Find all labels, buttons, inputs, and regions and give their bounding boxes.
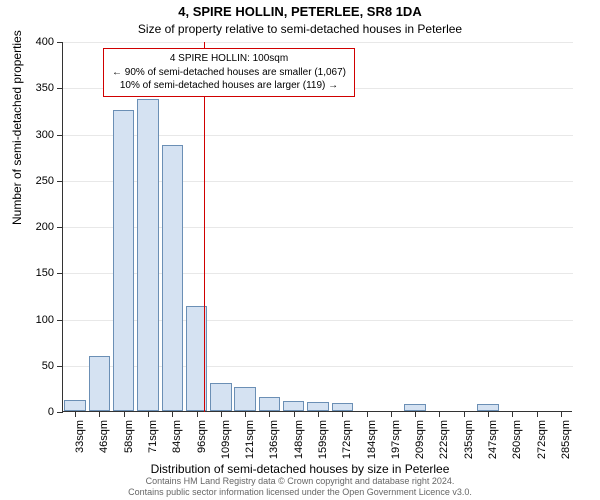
annotation-line-2: ← 90% of semi-detached houses are smalle… xyxy=(112,66,346,80)
x-axis-title: Distribution of semi-detached houses by … xyxy=(0,462,600,476)
y-tick-label: 50 xyxy=(14,360,54,372)
x-tick-label: 58sqm xyxy=(123,420,135,460)
x-tick xyxy=(391,411,392,417)
x-tick-label: 235sqm xyxy=(463,420,475,460)
y-tick-label: 0 xyxy=(14,406,54,418)
y-tick-label: 200 xyxy=(14,221,54,233)
x-tick xyxy=(294,411,295,417)
plot-area: 4 SPIRE HOLLIN: 100sqm ← 90% of semi-det… xyxy=(62,42,572,412)
x-tick xyxy=(172,411,173,417)
histogram-bar xyxy=(64,400,85,411)
y-tick-label: 100 xyxy=(14,314,54,326)
x-tick-label: 184sqm xyxy=(366,420,378,460)
histogram-bar xyxy=(113,110,134,411)
chart-title-main: 4, SPIRE HOLLIN, PETERLEE, SR8 1DA xyxy=(0,4,600,19)
annotation-box: 4 SPIRE HOLLIN: 100sqm ← 90% of semi-det… xyxy=(103,48,355,97)
histogram-bar xyxy=(89,356,110,412)
x-tick-label: 96sqm xyxy=(196,420,208,460)
x-tick xyxy=(245,411,246,417)
x-tick-label: 148sqm xyxy=(293,420,305,460)
marker-line xyxy=(204,42,205,412)
x-tick-label: 136sqm xyxy=(268,420,280,460)
x-tick xyxy=(75,411,76,417)
x-tick-label: 46sqm xyxy=(98,420,110,460)
x-tick xyxy=(318,411,319,417)
x-tick-label: 222sqm xyxy=(438,420,450,460)
x-tick-label: 84sqm xyxy=(171,420,183,460)
footer: Contains HM Land Registry data © Crown c… xyxy=(0,476,600,498)
histogram-bar xyxy=(137,99,158,411)
x-tick xyxy=(269,411,270,417)
histogram-bar xyxy=(210,383,231,411)
x-tick-label: 272sqm xyxy=(536,420,548,460)
x-tick xyxy=(512,411,513,417)
histogram-bar xyxy=(234,387,255,411)
x-tick xyxy=(148,411,149,417)
x-tick xyxy=(221,411,222,417)
chart-title-sub: Size of property relative to semi-detach… xyxy=(0,22,600,36)
annotation-line-1: 4 SPIRE HOLLIN: 100sqm xyxy=(112,52,346,66)
x-tick xyxy=(561,411,562,417)
x-tick-label: 33sqm xyxy=(74,420,86,460)
x-tick-label: 285sqm xyxy=(560,420,572,460)
y-tick-label: 300 xyxy=(14,129,54,141)
x-tick-label: 197sqm xyxy=(390,420,402,460)
y-tick-label: 350 xyxy=(14,82,54,94)
x-tick xyxy=(415,411,416,417)
x-tick xyxy=(439,411,440,417)
chart-container: 4, SPIRE HOLLIN, PETERLEE, SR8 1DA Size … xyxy=(0,0,600,500)
x-tick-label: 159sqm xyxy=(317,420,329,460)
x-tick xyxy=(537,411,538,417)
x-tick xyxy=(197,411,198,417)
y-tick-label: 400 xyxy=(14,36,54,48)
histogram-bar xyxy=(283,401,304,411)
histogram-bar xyxy=(162,145,183,411)
x-tick-label: 71sqm xyxy=(147,420,159,460)
grid-line xyxy=(63,42,573,43)
histogram-bar xyxy=(307,402,328,411)
x-tick xyxy=(464,411,465,417)
x-tick-label: 247sqm xyxy=(487,420,499,460)
footer-line-1: Contains HM Land Registry data © Crown c… xyxy=(0,476,600,487)
annotation-line-3: 10% of semi-detached houses are larger (… xyxy=(112,79,346,93)
x-tick-label: 260sqm xyxy=(511,420,523,460)
histogram-bar xyxy=(477,404,498,411)
x-tick xyxy=(342,411,343,417)
x-tick-label: 109sqm xyxy=(220,420,232,460)
x-tick-label: 121sqm xyxy=(244,420,256,460)
x-tick xyxy=(367,411,368,417)
histogram-bar xyxy=(259,397,280,411)
x-tick xyxy=(124,411,125,417)
histogram-bar xyxy=(404,404,425,411)
x-tick xyxy=(99,411,100,417)
x-tick-label: 172sqm xyxy=(341,420,353,460)
y-tick-label: 250 xyxy=(14,175,54,187)
x-tick-label: 209sqm xyxy=(414,420,426,460)
y-tick-label: 150 xyxy=(14,267,54,279)
x-tick xyxy=(488,411,489,417)
footer-line-2: Contains public sector information licen… xyxy=(0,487,600,498)
histogram-bar xyxy=(332,403,353,411)
y-tick xyxy=(57,412,63,413)
